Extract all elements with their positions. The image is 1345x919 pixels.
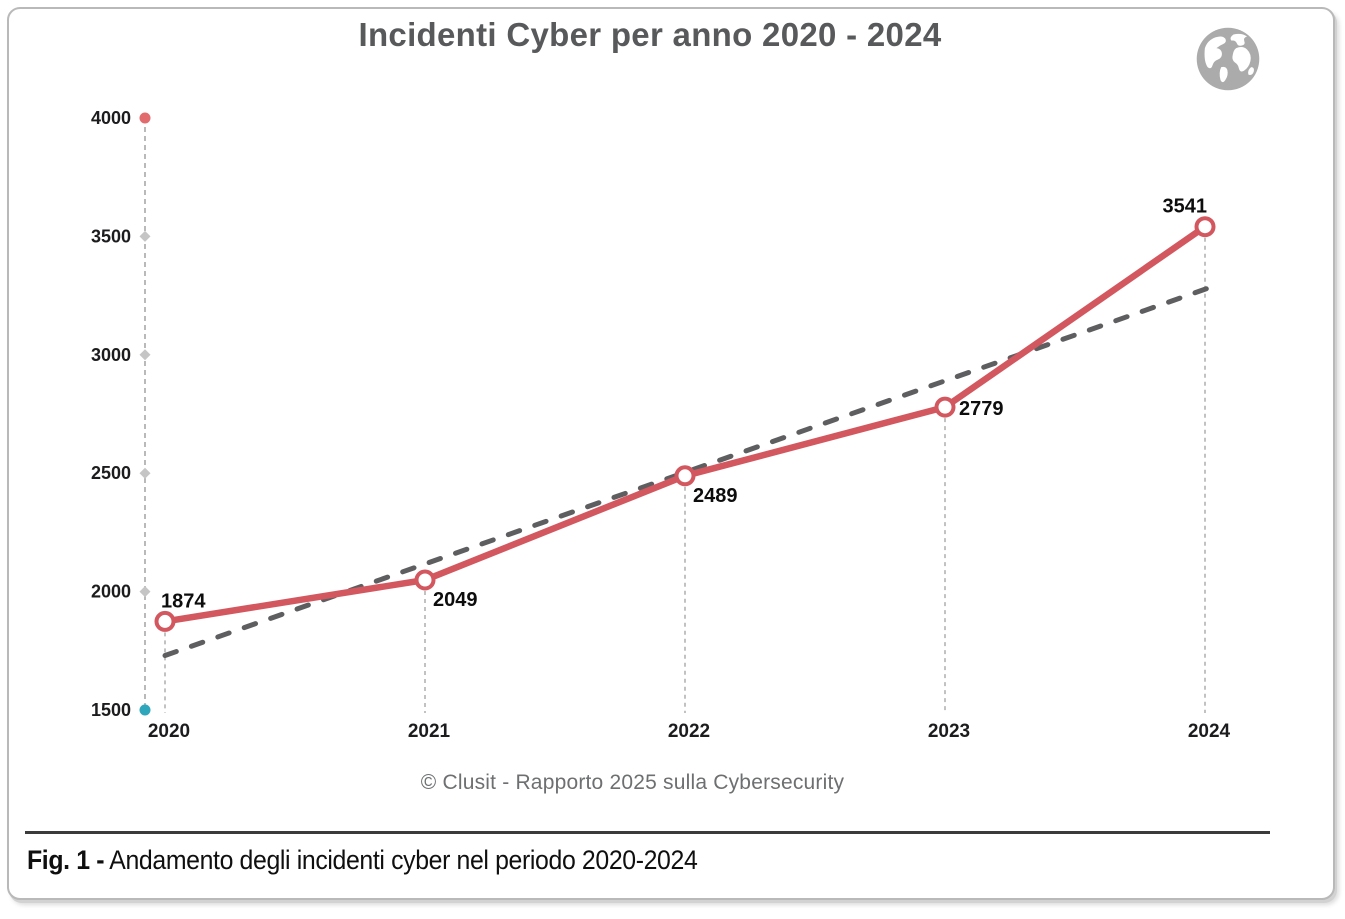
- data-label: 2489: [693, 485, 738, 507]
- x-tick-label: 2023: [928, 721, 970, 742]
- y-tick-diamond: [139, 586, 151, 598]
- x-tick-label: 2024: [1188, 721, 1231, 742]
- data-point: [934, 396, 956, 418]
- data-label: 3541: [1163, 196, 1208, 218]
- y-tick-label: 3500: [91, 226, 131, 246]
- data-point: [154, 610, 176, 632]
- globe-icon: [1194, 25, 1262, 93]
- y-tick-label: 4000: [91, 108, 131, 128]
- incidents-line-chart: 1500 2000 2500 3000 3500 4000 2020 2021 2022 2023…: [91, 108, 1231, 742]
- caption-divider: [25, 831, 1270, 834]
- figure-caption-label: Fig. 1 -: [27, 845, 105, 875]
- x-tick-label: 2021: [408, 721, 451, 742]
- data-label: 1874: [161, 590, 206, 612]
- y-tick-label: 2000: [91, 582, 131, 602]
- figure-caption: Fig. 1 - Andamento degli incidenti cyber…: [27, 845, 1177, 876]
- figure-caption-text: Andamento degli incidenti cyber nel peri…: [109, 845, 698, 875]
- data-label: 2779: [959, 398, 1004, 420]
- y-tick-diamond: [139, 467, 151, 479]
- y-tick-label: 2500: [91, 463, 131, 483]
- y-tick-diamond: [139, 349, 151, 361]
- data-label: 2049: [433, 589, 478, 611]
- data-point: [414, 569, 436, 591]
- y-axis-bottom-dot: [139, 704, 151, 716]
- source-caption: © Clusit - Rapporto 2025 sulla Cybersecu…: [420, 771, 845, 794]
- data-point: [1194, 216, 1216, 238]
- data-point: [674, 465, 696, 487]
- x-tick-label: 2020: [148, 721, 190, 742]
- chart-title: Incidenti Cyber per anno 2020 - 2024: [358, 16, 942, 53]
- y-tick-label: 3000: [91, 345, 131, 365]
- y-axis-top-dot: [139, 112, 151, 124]
- figure-frame: [7, 7, 1335, 900]
- y-tick-diamond: [139, 230, 151, 242]
- y-tick-label: 1500: [91, 700, 131, 720]
- x-tick-label: 2022: [668, 721, 710, 742]
